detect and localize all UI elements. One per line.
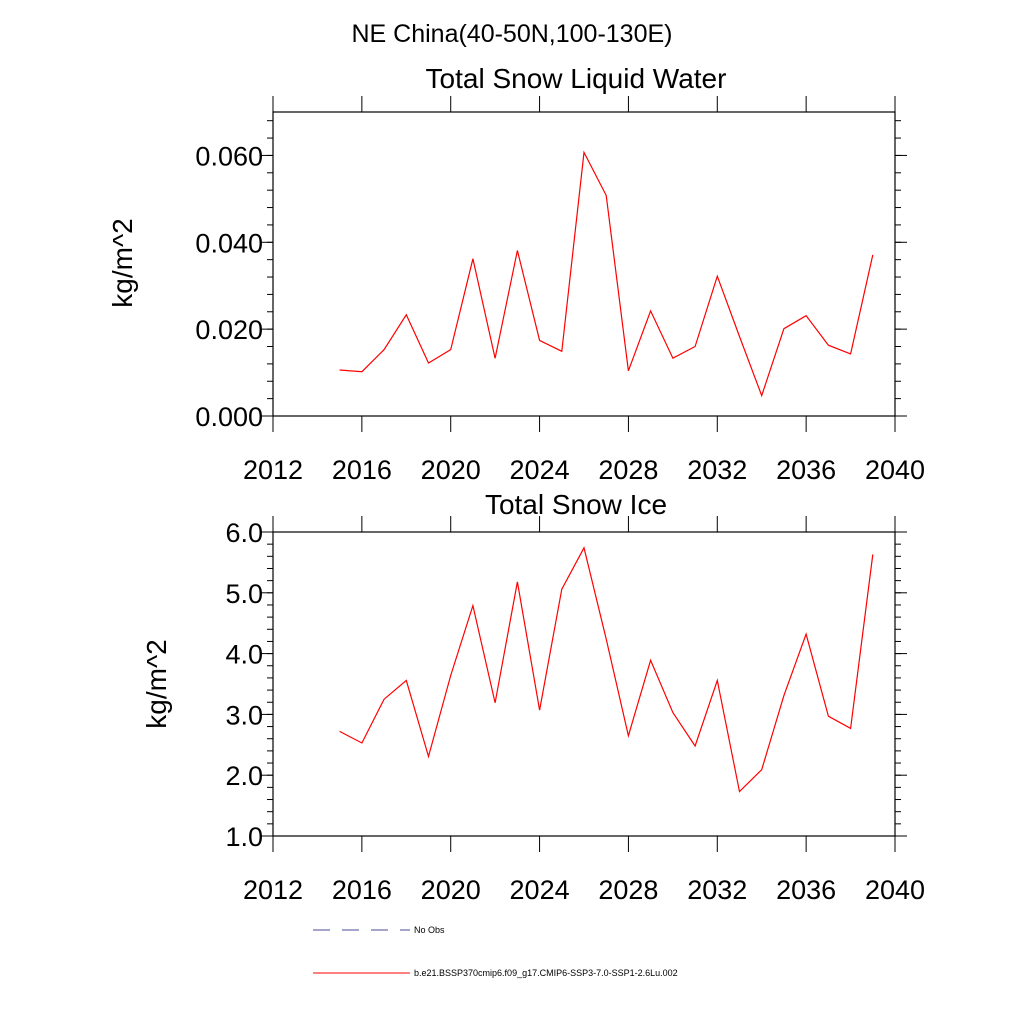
y-axis-label: kg/m^2 — [107, 218, 138, 307]
series-line — [339, 546, 874, 793]
y-axis-ticks: 1.0 2.0 3.0 4.0 5.0 6.0 — [225, 518, 907, 852]
x-axis-ticks: 2012 2016 2020 2024 2028 2032 2036 2040 — [243, 96, 925, 485]
x-tick-label: 2024 — [510, 455, 570, 485]
series-group — [339, 150, 874, 398]
legend: No Obs b.e21.BSSP370cmip6.f09_g17.CMIP6-… — [313, 925, 678, 978]
series-line — [339, 150, 874, 398]
y-axis-label: kg/m^2 — [141, 639, 172, 728]
y-tick-label: 5.0 — [225, 579, 263, 609]
chart-panel-snow-ice: Total Snow Ice kg/m^2 2012 2016 2020 2024 20… — [141, 489, 925, 905]
x-tick-label: 2036 — [776, 875, 836, 905]
chart-panel-snow-liquid-water: Total Snow Liquid Water kg/m^2 2012 2016 2… — [107, 63, 925, 485]
x-tick-label: 2036 — [776, 455, 836, 485]
plot-frame — [272, 531, 896, 837]
figure-suptitle: NE China(40-50N,100-130E) — [351, 20, 672, 48]
y-tick-label: 0.020 — [195, 315, 263, 345]
y-tick-label: 6.0 — [225, 518, 263, 548]
y-tick-label: 0.040 — [195, 228, 263, 258]
series-group — [339, 546, 874, 793]
x-tick-label: 2024 — [510, 875, 570, 905]
x-tick-label: 2040 — [865, 455, 925, 485]
y-tick-label: 2.0 — [225, 761, 263, 791]
x-tick-label: 2032 — [687, 875, 747, 905]
chart-title: Total Snow Liquid Water — [426, 63, 727, 94]
plot-frame — [272, 111, 896, 417]
x-tick-label: 2020 — [421, 875, 481, 905]
y-axis-ticks: 0.000 0.020 0.040 0.060 — [195, 120, 907, 432]
x-tick-label: 2020 — [421, 455, 481, 485]
x-tick-label: 2028 — [598, 455, 658, 485]
x-axis-ticks: 2012 2016 2020 2024 2028 2032 2036 2040 — [243, 516, 925, 905]
x-tick-label: 2016 — [332, 455, 392, 485]
y-tick-label: 4.0 — [225, 640, 263, 670]
x-tick-label: 2016 — [332, 875, 392, 905]
x-tick-label: 2028 — [598, 875, 658, 905]
x-tick-label: 2012 — [243, 875, 303, 905]
y-tick-label: 0.060 — [195, 141, 263, 171]
y-tick-label: 3.0 — [225, 700, 263, 730]
y-tick-label: 1.0 — [225, 822, 263, 852]
x-tick-label: 2032 — [687, 455, 747, 485]
legend-label-no-obs: No Obs — [414, 925, 445, 935]
chart-title: Total Snow Ice — [485, 489, 667, 520]
x-tick-label: 2040 — [865, 875, 925, 905]
legend-label-model: b.e21.BSSP370cmip6.f09_g17.CMIP6-SSP3-7.… — [414, 968, 678, 978]
y-tick-label: 0.000 — [195, 402, 263, 432]
x-tick-label: 2012 — [243, 455, 303, 485]
